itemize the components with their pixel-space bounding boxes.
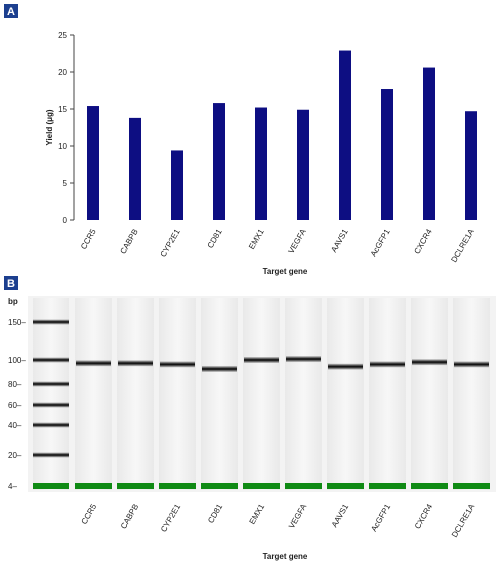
- band-aavs1: [328, 363, 363, 370]
- category-label: AAVS1: [329, 227, 350, 254]
- gel-category-label: CABPB: [119, 503, 140, 531]
- bar-acgfp1: [381, 89, 393, 221]
- band-ccr5: [76, 360, 111, 367]
- marker-band: [453, 483, 490, 489]
- gel-category-label: CD81: [206, 502, 224, 525]
- marker-band: [243, 483, 280, 489]
- lane-acgfp1: [369, 298, 406, 490]
- ladder-label: 80–: [8, 380, 22, 389]
- ladder-label: 20–: [8, 451, 22, 460]
- marker-band: [117, 483, 154, 489]
- lane-vegfa: [285, 298, 322, 490]
- ladder-lane: [33, 298, 69, 490]
- y-tick-label: 10: [58, 142, 67, 151]
- y-tick-label: 25: [58, 31, 67, 40]
- bar-cd81: [213, 103, 225, 220]
- category-label: CXCR4: [412, 227, 434, 255]
- lane-cxcr4: [411, 298, 448, 490]
- lane-aavs1: [327, 298, 364, 490]
- ladder-band: [33, 452, 69, 458]
- bar-vegfa: [297, 109, 309, 220]
- y-tick-label: 0: [63, 216, 68, 225]
- x-axis-title: Target gene: [263, 267, 308, 276]
- ladder-unit-label: bp: [8, 297, 18, 306]
- band-dclre1a: [454, 361, 489, 368]
- gel-category-label: CCR5: [80, 502, 99, 526]
- bar-cyp2e1: [171, 150, 183, 220]
- gel-category-label: DCLRE1A: [450, 502, 477, 539]
- gel-x-axis-title: Target gene: [263, 552, 308, 561]
- band-cxcr4: [412, 359, 447, 366]
- band-emx1: [244, 357, 279, 363]
- band-cd81: [202, 365, 237, 372]
- bar-emx1: [255, 107, 267, 220]
- band-vegfa: [286, 356, 321, 363]
- gel-image: bp Target gene 150– 100– 80– 60– 40– 20– 4– CCR…: [8, 296, 496, 561]
- panel-b-label: B: [7, 278, 15, 290]
- bar-cabpb: [129, 117, 141, 220]
- lane-cabpb: [117, 298, 154, 490]
- bar-aavs1: [339, 50, 351, 220]
- bar-cxcr4: [423, 67, 435, 220]
- gel-category-label: EMX1: [248, 502, 267, 526]
- gel-category-label: VEGFA: [287, 502, 308, 530]
- lane-dclre1a: [453, 298, 490, 490]
- ladder-marker-band: [33, 483, 69, 489]
- marker-band: [411, 483, 448, 489]
- bar-chart: Yield (μg) Target gene 0 5 10 15 20 25 CCR5 CAB…: [45, 31, 477, 276]
- ladder-band: [33, 402, 69, 408]
- lane-cd81: [201, 298, 238, 490]
- category-label: AcGFP1: [369, 227, 392, 258]
- marker-band: [201, 483, 238, 489]
- ladder-label: 100–: [8, 356, 26, 365]
- ladder-label: 4–: [8, 482, 17, 491]
- gel-category-label: CYP2E1: [159, 502, 182, 534]
- marker-band: [75, 483, 112, 489]
- y-tick-label: 15: [58, 105, 67, 114]
- category-label: VEGFA: [287, 227, 308, 255]
- lane-emx1: [243, 298, 280, 490]
- ladder-label: 150–: [8, 318, 26, 327]
- marker-band: [369, 483, 406, 489]
- lane-cyp2e1: [159, 298, 196, 490]
- marker-band: [159, 483, 196, 489]
- panel-b-tag: B: [4, 276, 18, 290]
- ladder-band: [33, 422, 69, 428]
- category-label: DCLRE1A: [449, 227, 476, 264]
- bar-dclre1a: [465, 111, 477, 220]
- category-label: CYP2E1: [159, 227, 182, 259]
- category-label: EMX1: [247, 227, 266, 251]
- ladder-band: [33, 319, 69, 325]
- category-label: CABPB: [118, 228, 139, 256]
- lane-ccr5: [75, 298, 112, 490]
- panel-a-tag: A: [4, 4, 18, 18]
- ladder-label: 40–: [8, 421, 22, 430]
- gel-category-label: AcGFP1: [369, 502, 392, 533]
- gel-category-label: AAVS1: [330, 502, 351, 529]
- gel-category-label: CXCR4: [413, 502, 435, 530]
- y-tick-label: 20: [58, 68, 67, 77]
- category-label: CD81: [206, 227, 224, 250]
- category-label: CCR5: [79, 227, 98, 251]
- y-axis-title: Yield (μg): [45, 109, 54, 145]
- band-acgfp1: [370, 361, 405, 368]
- band-cabpb: [118, 360, 153, 367]
- y-tick-label: 5: [63, 179, 68, 188]
- ladder-label: 60–: [8, 401, 22, 410]
- marker-band: [285, 483, 322, 489]
- marker-band: [327, 483, 364, 489]
- panel-a-label: A: [7, 6, 15, 18]
- ladder-band: [33, 357, 69, 363]
- bar-ccr5: [87, 106, 99, 220]
- band-cyp2e1: [160, 361, 195, 368]
- ladder-band: [33, 381, 69, 387]
